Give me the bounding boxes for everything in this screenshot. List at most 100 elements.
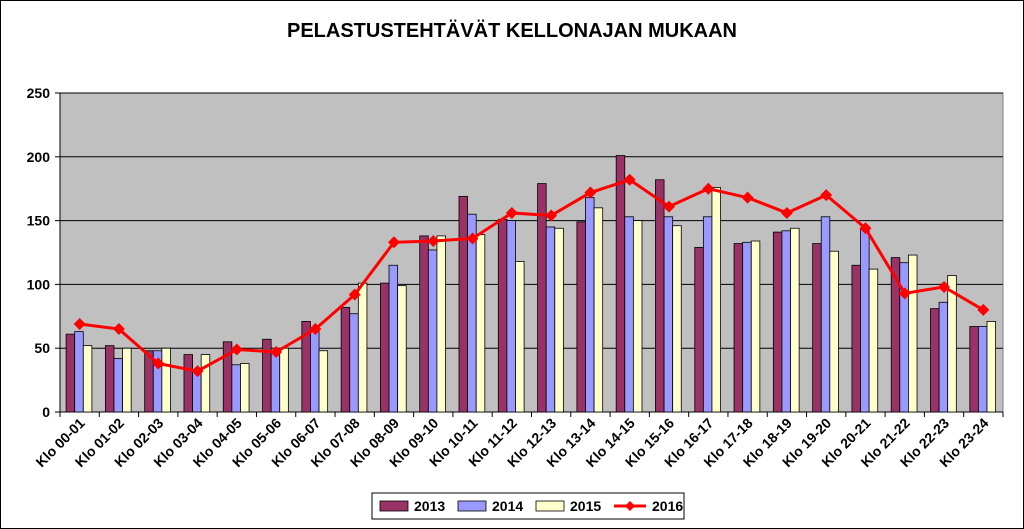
point-2016 (270, 346, 283, 359)
bar-2015 (986, 321, 996, 413)
point-2016 (584, 186, 597, 199)
line-2016 (79, 178, 985, 373)
bar-2013 (772, 231, 783, 413)
bar-2014 (820, 216, 831, 413)
legend-swatch-2015 (535, 500, 565, 512)
point-2016 (427, 235, 440, 248)
bar-2013 (694, 246, 704, 413)
bar-2014 (702, 216, 713, 413)
bar-2014 (74, 331, 84, 413)
bar-2015 (357, 282, 368, 413)
bar-2013 (851, 264, 861, 413)
bar-2014 (113, 358, 123, 413)
point-2016 (348, 288, 361, 301)
y-tick-label: 50 (34, 340, 50, 356)
bar-2015 (790, 227, 800, 413)
bar-2014 (585, 197, 595, 413)
bar-2013 (458, 195, 469, 413)
bar-2014 (349, 313, 359, 413)
bar-2014 (467, 213, 477, 413)
legend-label-2016: 2016 (652, 498, 683, 514)
point-2016 (73, 317, 86, 330)
legend-box (371, 492, 685, 520)
bar-2015 (672, 225, 682, 413)
bar-2013 (655, 179, 665, 413)
point-2016 (780, 206, 793, 219)
bar-2015 (200, 354, 211, 413)
bar-2015 (908, 254, 918, 413)
bar-2015 (279, 347, 289, 413)
y-tick-label: 0 (42, 404, 50, 420)
bar-2014 (192, 370, 202, 413)
bar-2015 (397, 285, 407, 413)
legend-swatch-2013 (379, 500, 409, 512)
legend-marker-2016 (625, 501, 635, 511)
bar-2014 (270, 351, 281, 413)
bar-2014 (977, 326, 988, 413)
bar-2013 (615, 155, 626, 413)
bar-2013 (380, 282, 390, 413)
point-2016 (191, 365, 204, 378)
point-2016 (505, 206, 518, 219)
bar-2013 (340, 306, 351, 413)
point-2016 (466, 232, 479, 245)
bar-2015 (829, 250, 839, 413)
bar-2014 (781, 230, 791, 413)
point-2016 (702, 182, 715, 195)
bar-2014 (388, 264, 399, 413)
bar-2014 (663, 216, 674, 413)
bar-2014 (231, 364, 241, 413)
bar-2013 (576, 221, 586, 413)
point-2016 (152, 357, 165, 370)
y-tick-label: 100 (27, 276, 51, 292)
bar-2013 (930, 308, 940, 413)
bar-2015 (82, 345, 93, 413)
point-2016 (230, 343, 243, 356)
point-2016 (859, 222, 872, 235)
chart-title: PELASTUSTEHTÄVÄT KELLONAJAN MUKAAN (287, 20, 737, 42)
bar-2014 (506, 220, 516, 413)
bar-2014 (310, 329, 320, 413)
bar-2015 (240, 363, 250, 413)
bar-2014 (624, 216, 634, 413)
bar-2013 (537, 183, 547, 413)
bar-2013 (497, 218, 508, 413)
bar-2015 (475, 234, 486, 413)
point-2016 (309, 323, 322, 336)
bar-2013 (812, 243, 822, 413)
point-2016 (820, 189, 833, 202)
point-2016 (387, 236, 400, 249)
point-2016 (663, 200, 676, 213)
legend-label-2013: 2013 (414, 498, 445, 514)
bar-2015 (318, 350, 329, 413)
bar-2015 (750, 240, 761, 413)
bar-2015 (868, 268, 879, 413)
bar-2014 (427, 249, 438, 413)
bar-2015 (947, 275, 957, 413)
bar-2013 (104, 345, 115, 413)
bar-2013 (969, 326, 979, 413)
y-tick-label: 150 (27, 213, 51, 229)
y-tick-label: 200 (27, 149, 51, 165)
bar-2014 (742, 241, 752, 413)
bar-2015 (515, 261, 525, 413)
bar-2015 (632, 220, 643, 413)
legend-swatch-2014 (457, 500, 487, 512)
bar-2013 (65, 333, 76, 413)
bar-2015 (436, 235, 446, 413)
bar-2015 (161, 347, 171, 413)
bar-2015 (711, 187, 721, 413)
bar-2014 (860, 229, 870, 413)
point-2016 (545, 209, 558, 222)
bar-2013 (183, 354, 193, 413)
legend-label-2014: 2014 (492, 498, 523, 514)
point-2016 (898, 287, 911, 300)
point-2016 (938, 280, 951, 293)
point-2016 (112, 323, 125, 336)
bar-2015 (593, 207, 604, 413)
bar-2013 (733, 243, 744, 413)
bar-2014 (938, 301, 949, 413)
bar-2014 (545, 226, 556, 413)
bar-2015 (122, 347, 132, 413)
